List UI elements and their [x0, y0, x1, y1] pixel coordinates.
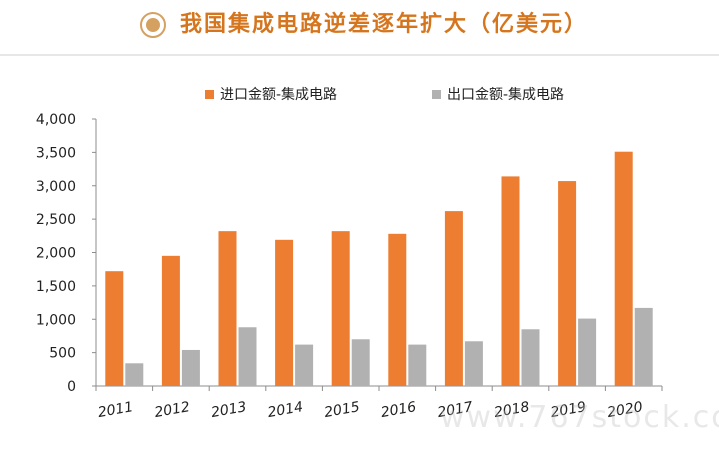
y-tick-label: 3,500 [36, 145, 76, 161]
import-bar-2011 [105, 271, 124, 386]
import-bar-2017 [444, 211, 463, 386]
import-bar-2019 [558, 181, 577, 386]
import-bar-2013 [218, 231, 237, 386]
import-bar-2016 [388, 233, 407, 386]
x-tick-label: 2016 [380, 399, 418, 421]
export-bar-2017 [464, 341, 483, 386]
import-bar-2018 [501, 176, 520, 386]
import-bar-2015 [331, 231, 350, 386]
export-bar-2015 [351, 339, 370, 386]
x-tick-label: 2013 [210, 399, 248, 421]
y-tick-label: 500 [49, 346, 76, 362]
watermark: www.767stock.com [440, 400, 719, 435]
y-tick-label: 2,000 [36, 246, 76, 262]
export-bar-2018 [521, 329, 540, 386]
circle-bullet-icon [140, 12, 166, 38]
import-bar-2012 [161, 255, 180, 386]
y-tick-label: 3,000 [36, 179, 76, 195]
import-bar-2014 [275, 239, 294, 386]
page-title: 我国集成电路逆差逐年扩大（亿美元） [180, 11, 589, 37]
import-bar-2020 [614, 151, 633, 386]
x-tick-label: 2018 [493, 399, 531, 421]
x-tick-label: 2019 [549, 399, 587, 421]
y-tick-label: 1,000 [36, 312, 76, 328]
export-bar-2011 [125, 363, 144, 386]
y-tick-label: 1,500 [36, 279, 76, 295]
export-bar-2020 [634, 307, 653, 386]
x-tick-label: 2011 [97, 399, 135, 421]
export-bar-2019 [578, 318, 597, 386]
x-tick-label: 2015 [323, 399, 361, 421]
legend-label-2: 出口金额-集成电路 [447, 86, 564, 103]
y-tick-label: 0 [67, 379, 76, 395]
bar-chart: 进口金额-集成电路 出口金额-集成电路 0 500 1,000 1,500 2,000 2,5… [36, 86, 663, 421]
x-tick-label: 2017 [436, 399, 474, 421]
export-bar-2013 [238, 327, 257, 386]
x-tick-label: 2012 [153, 399, 191, 421]
y-tick-label: 4,000 [36, 112, 76, 128]
legend-swatch-1 [205, 90, 214, 99]
title-divider [0, 54, 719, 56]
x-tick-label: 2014 [266, 399, 304, 421]
title-bar: 我国集成电路逆差逐年扩大（亿美元） [0, 0, 719, 56]
export-bar-2014 [295, 344, 314, 386]
y-tick-label: 2,500 [36, 212, 76, 228]
legend-label-1: 进口金额-集成电路 [220, 86, 337, 103]
export-bar-2012 [181, 349, 200, 386]
export-bar-2016 [408, 344, 427, 386]
legend-swatch-2 [432, 90, 441, 99]
x-tick-label: 2020 [606, 399, 644, 421]
